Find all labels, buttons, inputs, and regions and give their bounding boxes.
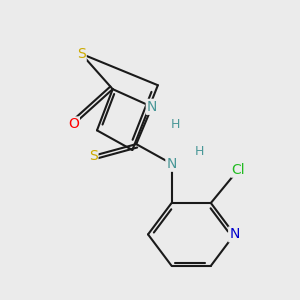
Text: H: H: [171, 118, 180, 131]
Text: N: N: [167, 157, 177, 171]
Text: S: S: [77, 47, 86, 61]
Text: H: H: [194, 146, 204, 158]
Text: N: N: [229, 227, 240, 242]
Text: O: O: [68, 118, 79, 131]
Text: S: S: [89, 149, 98, 163]
Text: Cl: Cl: [232, 163, 245, 177]
Text: N: N: [147, 100, 157, 114]
